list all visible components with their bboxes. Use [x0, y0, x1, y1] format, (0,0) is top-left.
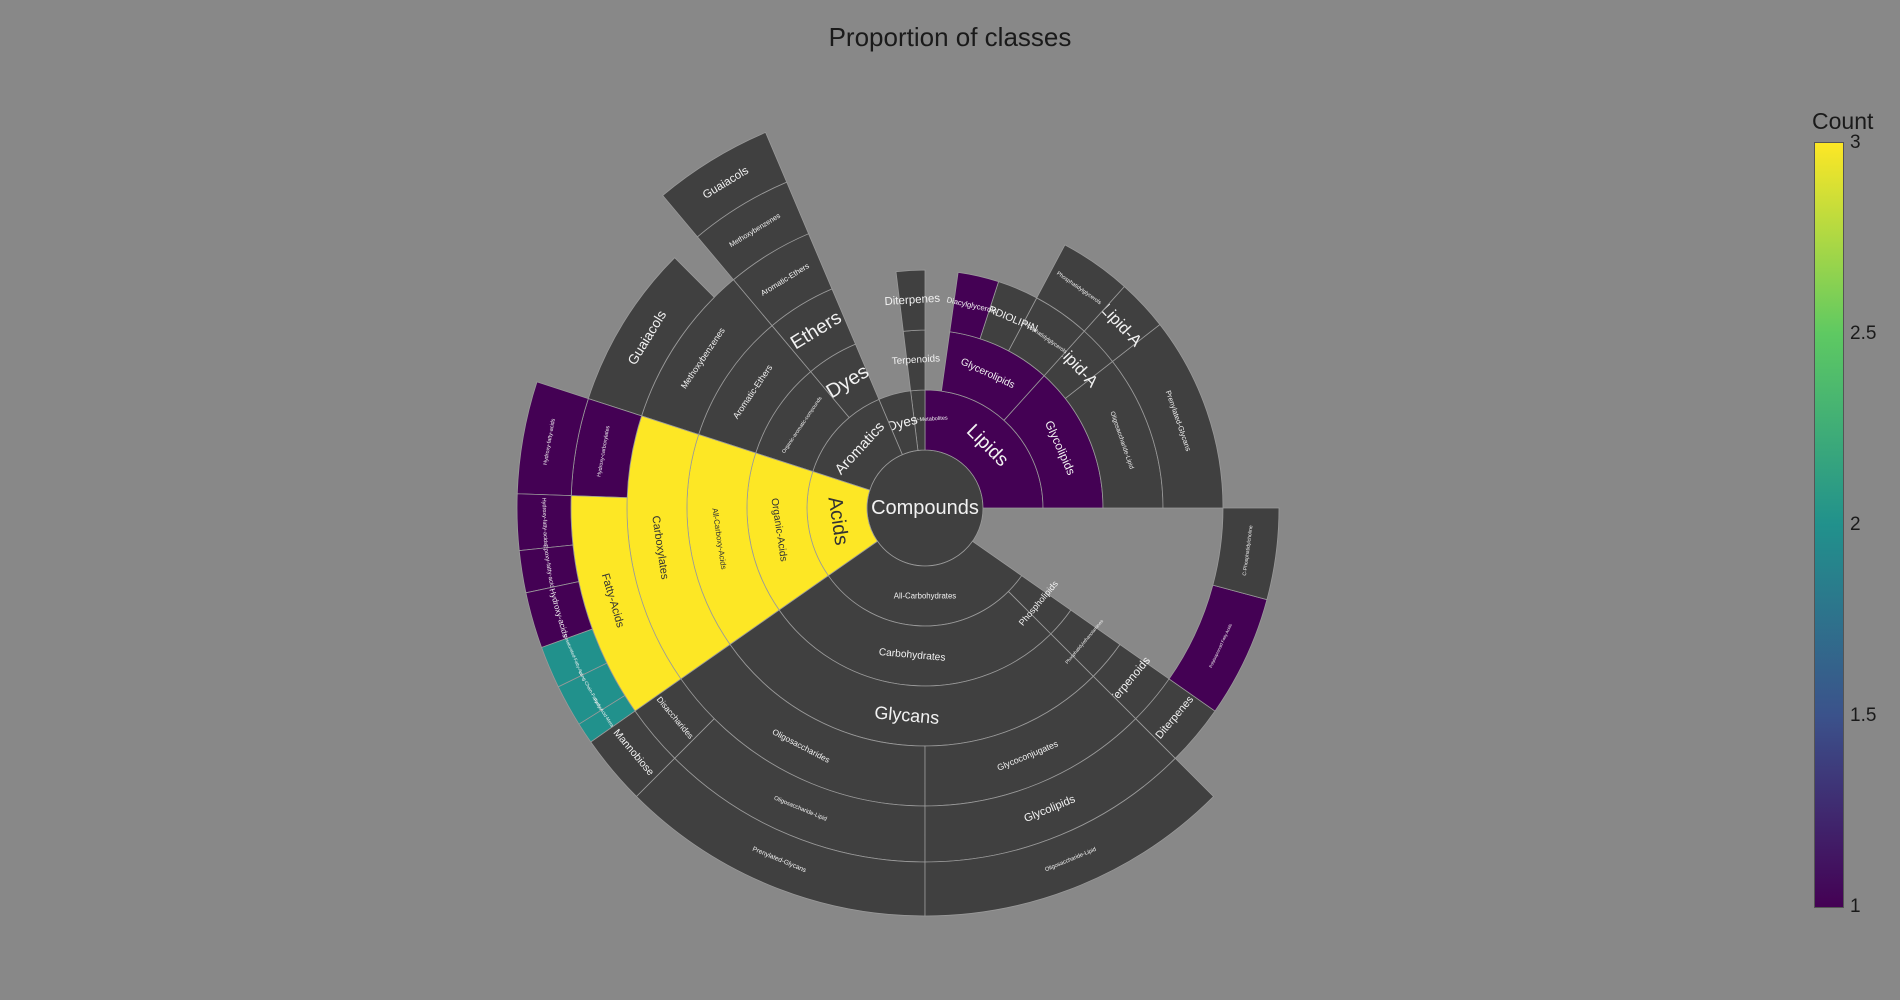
sunburst-segment[interactable] [662, 131, 788, 238]
colorbar-tick: 1 [1850, 896, 1861, 917]
sunburst-label: Hydroxy-fatty-acids [540, 498, 548, 545]
sunburst-segment[interactable] [1036, 244, 1125, 332]
colorbar-tick: 1.5 [1850, 705, 1877, 726]
sunburst-segment[interactable] [1212, 507, 1280, 601]
sunburst-label: All-Carbohydrates [894, 592, 957, 601]
sunburst-label: Terpenoids [892, 353, 941, 367]
colorbar-tick: 2 [1850, 514, 1861, 535]
colorbar-tick: 3 [1850, 132, 1861, 153]
colorbar: Count 3 2.5 2 1.5 1 [1812, 108, 1900, 918]
sunburst-label: Compounds [871, 497, 979, 519]
chart-title: Proportion of classes [828, 22, 1072, 52]
colorbar-title: Count [1812, 108, 1874, 134]
sunburst-segment[interactable] [895, 269, 926, 332]
sunburst-label: Diterpenes [884, 293, 940, 308]
sunburst-segment[interactable] [949, 271, 1000, 340]
sunburst-label: Secondary-Metabolites [891, 415, 948, 424]
colorbar-tick: 2.5 [1850, 323, 1877, 344]
colorbar-gradient [1814, 142, 1844, 908]
sunburst-segment[interactable] [924, 757, 1215, 917]
